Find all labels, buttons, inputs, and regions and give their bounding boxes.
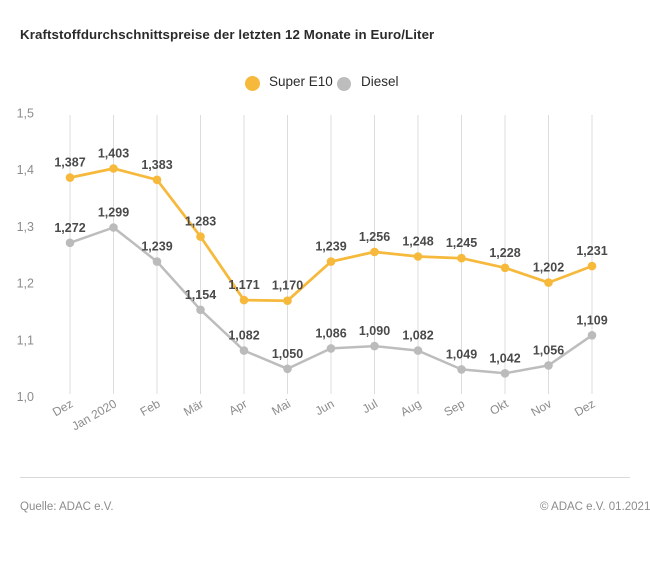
svg-text:Mär: Mär	[181, 396, 206, 418]
svg-text:1,4: 1,4	[17, 163, 34, 177]
svg-text:1,050: 1,050	[272, 347, 303, 361]
svg-text:1,202: 1,202	[533, 261, 564, 275]
svg-text:1,239: 1,239	[141, 240, 172, 254]
svg-text:1,387: 1,387	[54, 156, 85, 170]
svg-text:1,248: 1,248	[402, 235, 433, 249]
svg-text:1,245: 1,245	[446, 236, 477, 250]
svg-text:Dez: Dez	[50, 396, 75, 419]
svg-text:1,049: 1,049	[446, 347, 477, 361]
svg-text:1,231: 1,231	[576, 244, 607, 258]
svg-text:1,090: 1,090	[359, 324, 390, 338]
svg-text:Sep: Sep	[442, 396, 468, 419]
svg-text:1,239: 1,239	[315, 240, 346, 254]
svg-text:Mai: Mai	[269, 396, 293, 418]
svg-text:1,109: 1,109	[576, 313, 607, 327]
svg-text:1,383: 1,383	[141, 158, 172, 172]
svg-text:1,5: 1,5	[17, 107, 34, 121]
svg-text:1,170: 1,170	[272, 279, 303, 293]
svg-text:Jan 2020: Jan 2020	[69, 396, 119, 433]
svg-text:Dez: Dez	[572, 396, 597, 419]
svg-text:1,082: 1,082	[228, 329, 259, 343]
svg-text:1,228: 1,228	[489, 246, 520, 260]
svg-text:Okt: Okt	[487, 396, 511, 418]
svg-text:1,154: 1,154	[185, 288, 216, 302]
svg-text:1,3: 1,3	[17, 220, 34, 234]
svg-text:1,086: 1,086	[315, 326, 346, 340]
svg-text:Apr: Apr	[226, 396, 249, 417]
svg-text:Nov: Nov	[529, 396, 554, 419]
svg-text:Jul: Jul	[360, 396, 380, 416]
svg-text:1,042: 1,042	[489, 351, 520, 365]
svg-text:1,256: 1,256	[359, 230, 390, 244]
svg-text:1,2: 1,2	[17, 277, 34, 291]
svg-text:1,283: 1,283	[185, 215, 216, 229]
svg-text:1,299: 1,299	[98, 206, 129, 220]
svg-text:1,056: 1,056	[533, 343, 564, 357]
svg-text:1,171: 1,171	[228, 278, 259, 292]
svg-text:Jun: Jun	[313, 396, 337, 418]
svg-text:1,403: 1,403	[98, 147, 129, 161]
svg-text:1,272: 1,272	[54, 221, 85, 235]
svg-text:1,0: 1,0	[17, 390, 34, 404]
svg-text:Aug: Aug	[398, 396, 423, 419]
svg-text:Feb: Feb	[138, 396, 163, 419]
svg-text:1,1: 1,1	[17, 333, 34, 347]
svg-text:1,082: 1,082	[402, 329, 433, 343]
